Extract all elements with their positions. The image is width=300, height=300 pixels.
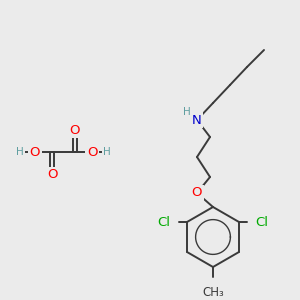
Text: O: O <box>70 124 80 136</box>
Text: CH₃: CH₃ <box>202 286 224 299</box>
Text: N: N <box>192 113 202 127</box>
Text: O: O <box>87 146 97 158</box>
Text: Cl: Cl <box>158 215 170 229</box>
Text: H: H <box>103 147 111 157</box>
Text: O: O <box>30 146 40 158</box>
Text: O: O <box>47 169 57 182</box>
Text: O: O <box>192 187 202 200</box>
Text: H: H <box>183 107 191 117</box>
Text: Cl: Cl <box>256 215 268 229</box>
Text: H: H <box>16 147 24 157</box>
